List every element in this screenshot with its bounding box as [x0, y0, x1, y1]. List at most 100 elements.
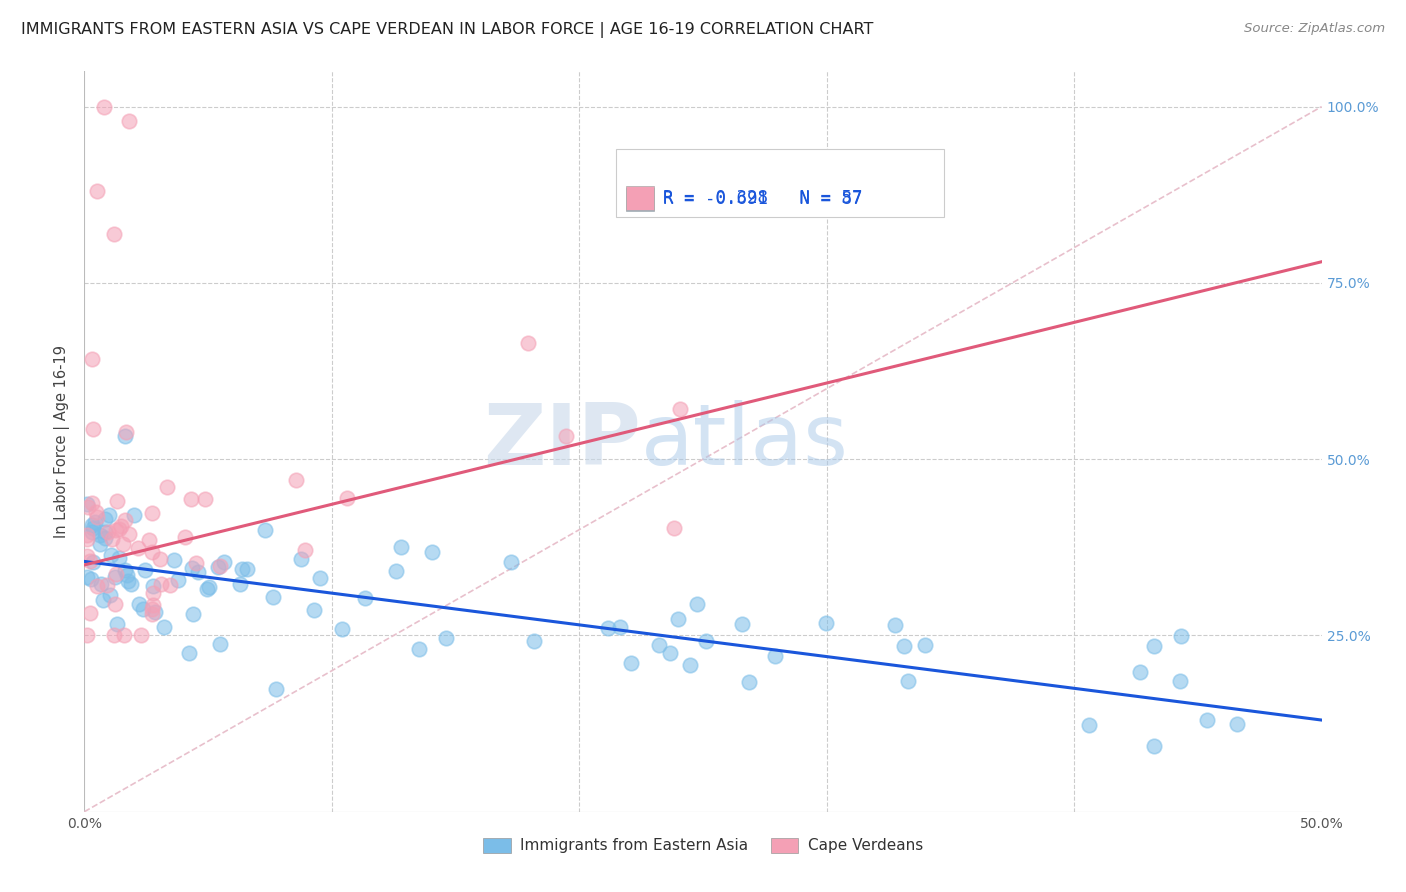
Point: [159, 578, 181, 592]
Point: [229, 576, 252, 591]
Point: [103, 227, 125, 241]
Point: [105, 494, 128, 508]
Point: [129, 628, 152, 642]
Point: [104, 523, 127, 537]
Point: [254, 523, 277, 537]
Point: [89, 577, 111, 591]
Point: [264, 681, 287, 696]
Point: [120, 577, 142, 591]
Point: [153, 620, 176, 634]
Point: [111, 537, 134, 551]
Point: [103, 628, 125, 642]
Point: [187, 565, 209, 579]
Point: [1226, 717, 1249, 731]
Point: [1168, 674, 1191, 689]
Point: [76, 497, 98, 511]
Point: [118, 526, 141, 541]
Point: [516, 335, 538, 350]
Point: [97, 524, 120, 539]
Point: [118, 113, 141, 128]
Point: [620, 656, 643, 670]
Point: [177, 646, 200, 660]
Point: [1143, 739, 1166, 753]
Point: [156, 480, 179, 494]
Point: [82, 555, 104, 569]
Bar: [626, 187, 654, 211]
Point: [98, 588, 121, 602]
Point: [82, 422, 104, 436]
Point: [141, 607, 163, 622]
Text: ZIP: ZIP: [484, 400, 641, 483]
Point: [308, 571, 330, 585]
Point: [142, 586, 165, 600]
Point: [94, 524, 117, 539]
Point: [82, 496, 104, 510]
Point: [434, 631, 457, 645]
Point: [294, 542, 316, 557]
Point: [648, 638, 671, 652]
Point: [163, 553, 186, 567]
Point: [117, 574, 139, 589]
Point: [79, 607, 101, 621]
Point: [80, 517, 103, 532]
Point: [76, 628, 98, 642]
Point: [1077, 717, 1099, 731]
Point: [114, 563, 136, 577]
Point: [115, 568, 138, 582]
Point: [523, 634, 546, 648]
Point: [104, 597, 127, 611]
Point: [666, 612, 689, 626]
Point: [76, 532, 98, 546]
Point: [80, 524, 103, 539]
Point: [110, 518, 132, 533]
Point: [330, 622, 353, 636]
Point: [262, 590, 284, 604]
Point: [108, 550, 131, 565]
Point: [141, 506, 163, 520]
Point: [76, 549, 98, 564]
Point: [91, 593, 114, 607]
Point: [167, 573, 190, 587]
Text: atlas: atlas: [641, 400, 849, 483]
Point: [231, 562, 253, 576]
Point: [609, 620, 631, 634]
Point: [302, 603, 325, 617]
Point: [181, 607, 204, 621]
Point: [236, 562, 259, 576]
Point: [96, 578, 118, 592]
Point: [84, 516, 107, 530]
Point: [104, 569, 127, 583]
Point: [207, 560, 229, 574]
Point: [914, 638, 936, 652]
Point: [686, 597, 709, 611]
Point: [1143, 639, 1166, 653]
Point: [1129, 665, 1152, 679]
Point: [893, 639, 915, 653]
Point: [212, 555, 235, 569]
Point: [884, 618, 907, 632]
Point: [408, 641, 430, 656]
Bar: [626, 186, 654, 210]
Point: [198, 581, 221, 595]
Point: [209, 559, 232, 574]
Point: [208, 637, 231, 651]
Point: [184, 556, 207, 570]
Point: [80, 572, 103, 586]
Point: [738, 675, 761, 690]
Point: [731, 617, 754, 632]
Point: [385, 565, 408, 579]
Point: [695, 633, 717, 648]
Point: [763, 649, 786, 664]
Point: [143, 605, 166, 619]
Legend: Immigrants from Eastern Asia, Cape Verdeans: Immigrants from Eastern Asia, Cape Verde…: [477, 831, 929, 860]
Point: [132, 602, 155, 616]
Point: [134, 563, 156, 577]
Text: R = -0.691   N = 87: R = -0.691 N = 87: [664, 191, 863, 209]
Point: [94, 531, 117, 545]
Point: [142, 598, 165, 612]
Point: [76, 570, 98, 584]
Point: [86, 509, 108, 524]
Text: IMMIGRANTS FROM EASTERN ASIA VS CAPE VERDEAN IN LABOR FORCE | AGE 16-19 CORRELAT: IMMIGRANTS FROM EASTERN ASIA VS CAPE VER…: [21, 22, 873, 38]
Point: [141, 545, 163, 559]
Point: [138, 533, 160, 547]
